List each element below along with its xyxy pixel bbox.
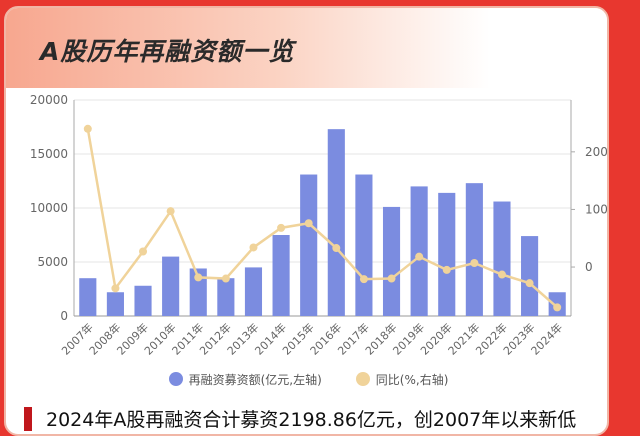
y-left-tick-label: 20000 xyxy=(30,93,68,107)
bar xyxy=(327,129,345,316)
line-point xyxy=(359,275,368,284)
bar xyxy=(106,292,124,316)
line-point xyxy=(497,270,506,279)
caption-marker xyxy=(24,406,32,431)
y-left-tick-label: 5000 xyxy=(37,255,68,269)
legend-label-bar: 再融资募资额(亿元,左轴) xyxy=(188,372,322,387)
y-left-tick-label: 10000 xyxy=(30,201,68,215)
line-point xyxy=(194,273,203,282)
line-point xyxy=(470,259,479,268)
line-point xyxy=(221,274,230,283)
bar xyxy=(189,268,207,316)
line-point xyxy=(304,219,313,228)
line-point xyxy=(442,265,451,274)
line-point xyxy=(525,279,534,288)
x-tick-label: 2024年 xyxy=(528,320,565,357)
bar xyxy=(217,278,235,316)
bar xyxy=(134,285,152,316)
bar xyxy=(79,278,97,316)
chart-svg: 0500010000150002000001002002007年2008年200… xyxy=(30,93,608,358)
bar xyxy=(382,206,401,316)
legend-item-bar[interactable]: 再融资募资额(亿元,左轴) xyxy=(168,369,322,389)
bar xyxy=(300,174,318,316)
legend-swatch-line xyxy=(355,372,370,386)
y-right-tick-label: 100 xyxy=(585,202,608,216)
bar xyxy=(162,256,180,316)
y-left-tick-label: 15000 xyxy=(30,147,68,161)
y-right-tick-label: 200 xyxy=(585,145,608,159)
line-point xyxy=(387,274,396,283)
y-right-tick-label: 0 xyxy=(585,260,593,274)
bar xyxy=(272,235,290,316)
chart-card: A股历年再融资额一览 0 5000 10000 15000 20000 0 100 200 20… xyxy=(4,6,609,436)
line-point xyxy=(111,284,120,293)
caption: 2024年A股再融资合计募资2198.86亿元，创2007年以来新低 xyxy=(24,405,576,432)
y-left-tick-label: 0 xyxy=(60,309,68,323)
page-title: A股历年再融资额一览 xyxy=(40,37,295,66)
legend-label-line: 同比(%,右轴) xyxy=(375,372,449,387)
line-point xyxy=(332,244,341,253)
bar xyxy=(493,201,511,316)
caption-text: 2024年A股再融资合计募资2198.86亿元，创2007年以来新低 xyxy=(46,409,577,431)
title-band: A股历年再融资额一览 xyxy=(6,8,607,88)
bar xyxy=(355,174,373,316)
legend-item-line[interactable]: 同比(%,右轴) xyxy=(355,369,449,389)
line-point xyxy=(553,303,562,312)
bar xyxy=(410,186,428,316)
line-series xyxy=(86,128,559,309)
line-point xyxy=(166,207,175,216)
line-point xyxy=(139,247,148,256)
bar xyxy=(438,192,456,316)
bar xyxy=(521,236,539,316)
line-point xyxy=(83,124,92,133)
legend-swatch-bar xyxy=(168,372,183,386)
line-point xyxy=(249,243,258,252)
line-point xyxy=(277,223,286,232)
bar xyxy=(244,267,263,316)
bar xyxy=(465,183,483,316)
line-point xyxy=(415,252,424,261)
chart-legend: 再融资募资额(亿元,左轴) 同比(%,右轴) xyxy=(6,369,607,389)
